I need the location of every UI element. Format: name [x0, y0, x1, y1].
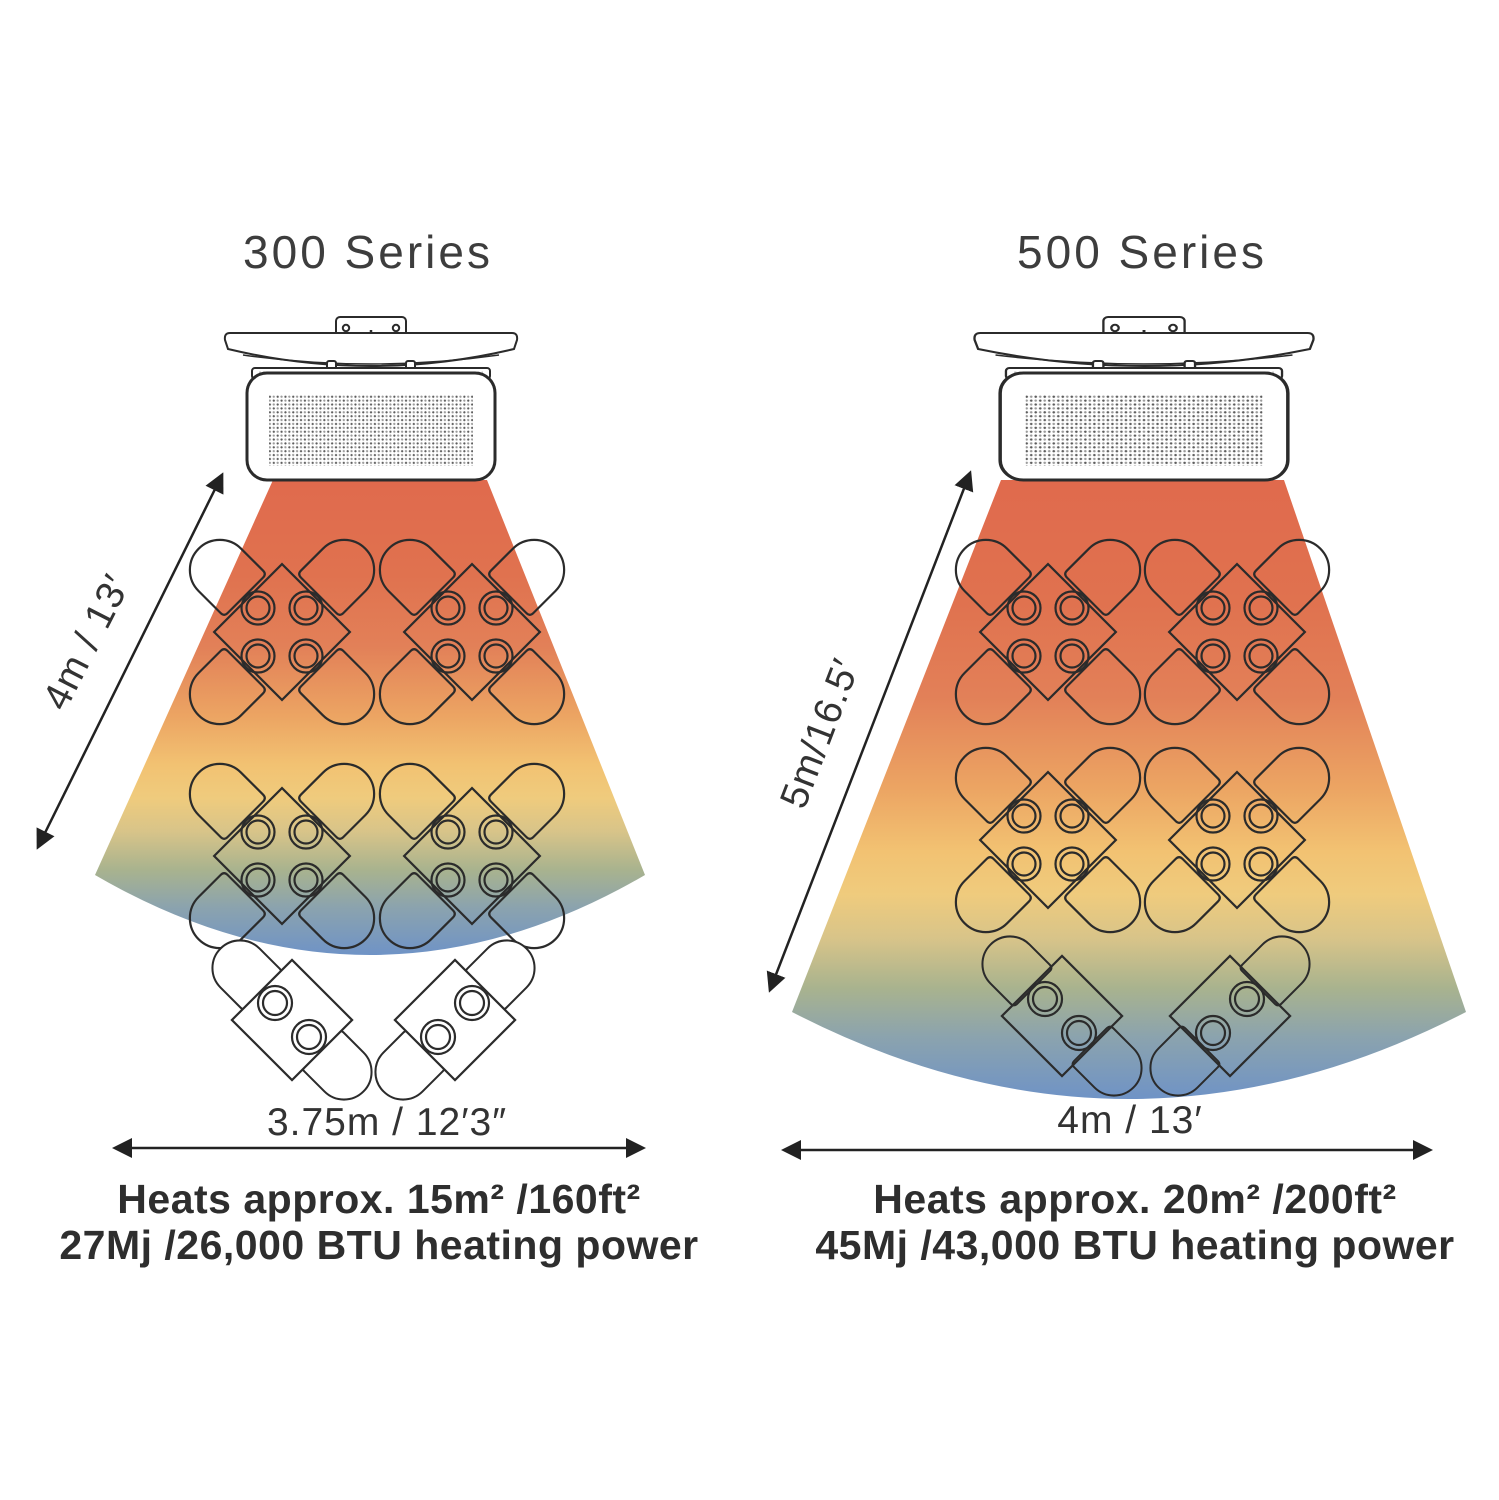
beam-length-label-500: 5m/16.5′ [772, 653, 868, 814]
beam-length-label-300: 4m / 13′ [35, 568, 139, 717]
heats-label-500: Heats approx. 20m² /200ft² [873, 1176, 1396, 1222]
table-2-seat [364, 929, 546, 1111]
beam-length-arrow-300 [36, 472, 224, 850]
heat-spread-cone-300 [95, 480, 645, 955]
table-2-seat [201, 929, 383, 1111]
panel-500-series: 500 Series 5m/16.5′ 4m / 13′ Heats appro… [766, 226, 1466, 1268]
power-label-300: 27Mj /26,000 BTU heating power [59, 1222, 698, 1268]
heater-unit-500 [974, 317, 1313, 480]
beam-length-arrow-500 [766, 470, 974, 993]
beam-width-label-300: 3.75m / 12′3″ [267, 1101, 507, 1144]
panel-300-title: 300 Series [243, 226, 493, 278]
tables-300-outside [201, 929, 546, 1111]
heater-unit-300 [222, 315, 520, 482]
beam-width-label-500: 4m / 13′ [1057, 1099, 1202, 1142]
power-label-500: 45Mj /43,000 BTU heating power [815, 1222, 1454, 1268]
heat-spread-cone-500 [792, 480, 1466, 1099]
panel-500-title: 500 Series [1017, 226, 1267, 278]
heats-label-300: Heats approx. 15m² /160ft² [117, 1176, 640, 1222]
panel-300-series: 300 Series 4m / 13′ 3.75m / 12′3″ Heats … [35, 226, 698, 1268]
